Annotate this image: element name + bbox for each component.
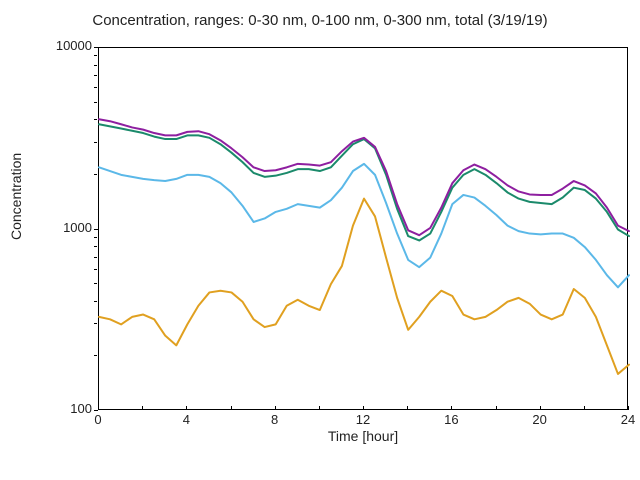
x-tick-mark-12 [363,406,364,410]
y-tick-mark-1000 [94,229,98,230]
y-minor-tick-4000 [94,119,97,120]
y-tick-mark-100 [94,410,98,411]
y-minor-tick-200 [94,355,97,356]
y-minor-tick-7000 [94,75,97,76]
x-tick-mark-24 [628,406,629,410]
line-series-0-30-nm [99,199,629,374]
line-series-0-100-nm [99,164,629,288]
x-tick-mark-20 [540,406,541,410]
x-tick-mark-16 [451,406,452,410]
y-tick-label-10000: 10000 [48,38,92,53]
x-tick-label-4: 4 [171,412,201,427]
y-minor-tick-700 [94,257,97,258]
y-minor-tick-300 [94,323,97,324]
x-tick-label-24: 24 [613,412,640,427]
x-tick-label-12: 12 [348,412,378,427]
y-minor-tick-600 [94,269,97,270]
y-minor-tick-2000 [94,174,97,175]
y-minor-tick-500 [94,283,97,284]
x-tick-mark-0 [98,406,99,410]
x-minor-tick-18 [496,406,497,409]
x-tick-mark-4 [186,406,187,410]
x-tick-label-16: 16 [436,412,466,427]
x-tick-label-8: 8 [260,412,290,427]
x-minor-tick-14 [407,406,408,409]
chart-title: Concentration, ranges: 0-30 nm, 0-100 nm… [0,12,640,29]
y-minor-tick-3000 [94,142,97,143]
x-minor-tick-10 [319,406,320,409]
y-minor-tick-400 [94,301,97,302]
y-tick-label-1000: 1000 [48,220,92,235]
y-minor-tick-9000 [94,55,97,56]
y-minor-tick-8000 [94,65,97,66]
x-minor-tick-6 [231,406,232,409]
plot-area [98,47,628,410]
y-axis-label: Concentration [8,153,24,240]
x-minor-tick-2 [142,406,143,409]
y-minor-tick-900 [94,237,97,238]
line-series-0-300-nm [99,124,629,240]
chart-container: Concentration, ranges: 0-30 nm, 0-100 nm… [0,0,640,480]
x-minor-tick-22 [584,406,585,409]
y-minor-tick-800 [94,246,97,247]
line-chart-svg [99,48,629,411]
y-minor-tick-6000 [94,87,97,88]
y-minor-tick-5000 [94,102,97,103]
x-tick-label-20: 20 [525,412,555,427]
x-axis-label: Time [hour] [98,428,628,444]
x-tick-mark-8 [275,406,276,410]
x-tick-label-0: 0 [83,412,113,427]
y-tick-mark-10000 [94,47,98,48]
